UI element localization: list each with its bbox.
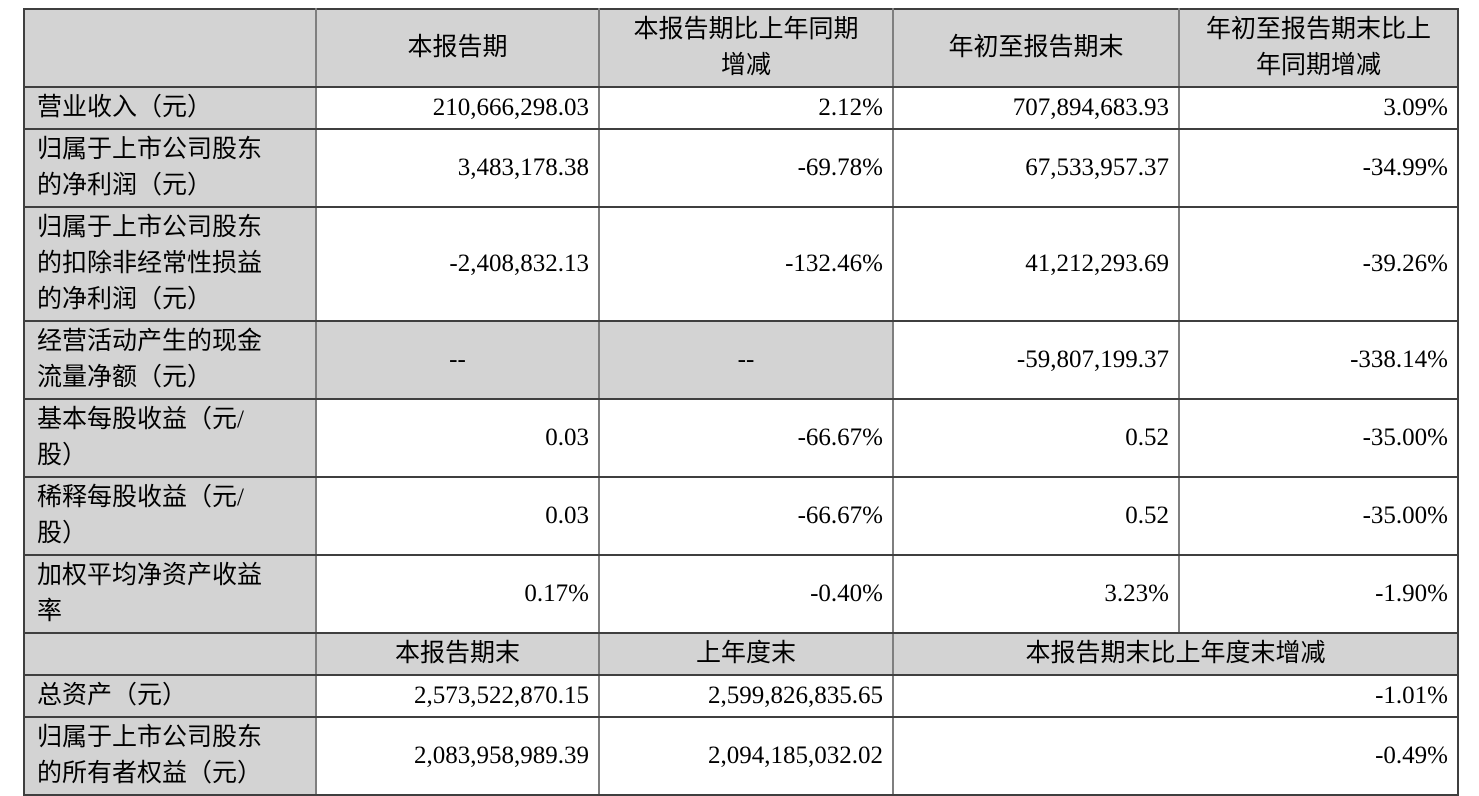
table-row-net-profit: 归属于上市公司股东 的净利润（元） 3,483,178.38 -69.78% 6… — [23, 128, 1459, 208]
metric-label: 经营活动产生的现金 流量净额（元） — [23, 320, 317, 400]
table-row-total-assets: 总资产（元） 2,573,522,870.15 2,599,826,835.65… — [23, 674, 1459, 718]
value-current: 3,483,178.38 — [315, 128, 600, 208]
table-row-operating-cash-flow: 经营活动产生的现金 流量净额（元） -- -- -59,807,199.37 -… — [23, 320, 1459, 400]
metric-label: 稀释每股收益（元/ 股） — [23, 476, 317, 556]
value-ytd: 707,894,683.93 — [892, 86, 1180, 130]
table-row-basic-eps: 基本每股收益（元/ 股） 0.03 -66.67% 0.52 -35.00% — [23, 398, 1459, 478]
value-yoy-change: -66.67% — [598, 476, 894, 556]
metric-label: 加权平均净资产收益 率 — [23, 554, 317, 634]
value-prior-year-end: 2,599,826,835.65 — [598, 674, 894, 718]
metric-label: 总资产（元） — [23, 674, 317, 718]
value-ytd: 67,533,957.37 — [892, 128, 1180, 208]
value-current: 0.17% — [315, 554, 600, 634]
value-change: -0.49% — [892, 716, 1459, 796]
table-row-revenue: 营业收入（元） 210,666,298.03 2.12% 707,894,683… — [23, 86, 1459, 130]
metric-label: 基本每股收益（元/ 股） — [23, 398, 317, 478]
value-current: 0.03 — [315, 398, 600, 478]
col-header-period-end: 本报告期末 — [315, 632, 600, 676]
value-ytd-yoy-change: -35.00% — [1178, 398, 1459, 478]
value-current: 0.03 — [315, 476, 600, 556]
value-yoy-change: -69.78% — [598, 128, 894, 208]
value-ytd: 41,212,293.69 — [892, 206, 1180, 322]
metric-label: 营业收入（元） — [23, 86, 317, 130]
col-header-ytd-yoy-change: 年初至报告期末比上 年同期增减 — [1178, 8, 1459, 88]
value-ytd-yoy-change: -39.26% — [1178, 206, 1459, 322]
value-ytd-yoy-change: -35.00% — [1178, 476, 1459, 556]
value-yoy-change-na: -- — [598, 320, 894, 400]
header-row-yearend: 本报告期末 上年度末 本报告期末比上年度末增减 — [23, 632, 1459, 676]
value-ytd: 3.23% — [892, 554, 1180, 634]
value-yoy-change: 2.12% — [598, 86, 894, 130]
corner-empty-cell — [23, 8, 317, 88]
table-row-net-profit-excl-nonrecurring: 归属于上市公司股东 的扣除非经常性损益 的净利润（元） -2,408,832.1… — [23, 206, 1459, 322]
value-yoy-change: -66.67% — [598, 398, 894, 478]
value-yoy-change: -132.46% — [598, 206, 894, 322]
col-header-current-period: 本报告期 — [315, 8, 600, 88]
value-period-end: 2,573,522,870.15 — [315, 674, 600, 718]
value-current: -2,408,832.13 — [315, 206, 600, 322]
value-change: -1.01% — [892, 674, 1459, 718]
value-ytd: -59,807,199.37 — [892, 320, 1180, 400]
value-prior-year-end: 2,094,185,032.02 — [598, 716, 894, 796]
col-header-end-vs-prior-change: 本报告期末比上年度末增减 — [892, 632, 1459, 676]
corner-empty-cell — [23, 632, 317, 676]
financial-summary: 本报告期 本报告期比上年同期 增减 年初至报告期末 年初至报告期末比上 年同期增… — [23, 8, 1459, 796]
metric-label: 归属于上市公司股东 的净利润（元） — [23, 128, 317, 208]
col-header-ytd: 年初至报告期末 — [892, 8, 1180, 88]
metric-label: 归属于上市公司股东 的所有者权益（元） — [23, 716, 317, 796]
financial-summary-table: 本报告期 本报告期比上年同期 增减 年初至报告期末 年初至报告期末比上 年同期增… — [23, 8, 1459, 796]
col-header-yoy-change: 本报告期比上年同期 增减 — [598, 8, 894, 88]
value-period-end: 2,083,958,989.39 — [315, 716, 600, 796]
value-yoy-change: -0.40% — [598, 554, 894, 634]
table-row-weighted-avg-roe: 加权平均净资产收益 率 0.17% -0.40% 3.23% -1.90% — [23, 554, 1459, 634]
header-row-period: 本报告期 本报告期比上年同期 增减 年初至报告期末 年初至报告期末比上 年同期增… — [23, 8, 1459, 88]
value-ytd-yoy-change: -34.99% — [1178, 128, 1459, 208]
value-current-na: -- — [315, 320, 600, 400]
metric-label: 归属于上市公司股东 的扣除非经常性损益 的净利润（元） — [23, 206, 317, 322]
value-ytd: 0.52 — [892, 476, 1180, 556]
col-header-prior-year-end: 上年度末 — [598, 632, 894, 676]
table-row-equity: 归属于上市公司股东 的所有者权益（元） 2,083,958,989.39 2,0… — [23, 716, 1459, 796]
value-ytd-yoy-change: -1.90% — [1178, 554, 1459, 634]
value-ytd: 0.52 — [892, 398, 1180, 478]
value-ytd-yoy-change: 3.09% — [1178, 86, 1459, 130]
value-current: 210,666,298.03 — [315, 86, 600, 130]
table-row-diluted-eps: 稀释每股收益（元/ 股） 0.03 -66.67% 0.52 -35.00% — [23, 476, 1459, 556]
value-ytd-yoy-change: -338.14% — [1178, 320, 1459, 400]
